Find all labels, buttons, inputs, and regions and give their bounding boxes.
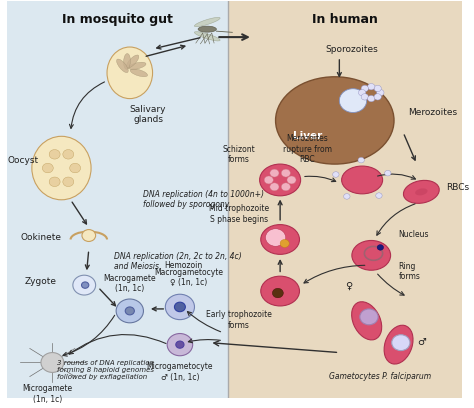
Text: Ookinete: Ookinete: [20, 233, 62, 242]
Ellipse shape: [384, 325, 413, 364]
Text: In human: In human: [312, 13, 378, 26]
Text: Oocyst: Oocyst: [8, 155, 39, 164]
Text: Sporozoites: Sporozoites: [326, 44, 378, 53]
Text: Macrogametocyte
♀ (1n, 1c): Macrogametocyte ♀ (1n, 1c): [155, 268, 224, 287]
Circle shape: [358, 157, 365, 163]
Ellipse shape: [32, 136, 91, 200]
Text: Gametocytes P. falciparum: Gametocytes P. falciparum: [329, 373, 431, 381]
Circle shape: [49, 177, 60, 186]
Circle shape: [368, 95, 375, 102]
Circle shape: [116, 299, 144, 323]
Text: Early trophozoite
forms: Early trophozoite forms: [206, 310, 272, 330]
Text: Schizont
forms: Schizont forms: [223, 145, 255, 164]
Circle shape: [384, 171, 391, 176]
Circle shape: [377, 89, 384, 96]
FancyBboxPatch shape: [228, 1, 462, 398]
Ellipse shape: [415, 188, 428, 195]
Text: Merozoites: Merozoites: [408, 108, 457, 117]
Text: Microgamete
(1n, 1c): Microgamete (1n, 1c): [23, 384, 73, 404]
Circle shape: [63, 150, 74, 159]
Circle shape: [63, 177, 74, 186]
Ellipse shape: [194, 18, 220, 27]
Text: Merozoites
rupture from
RBC: Merozoites rupture from RBC: [283, 134, 332, 164]
Ellipse shape: [130, 69, 147, 77]
Ellipse shape: [260, 164, 301, 196]
Circle shape: [368, 84, 375, 90]
Circle shape: [361, 94, 368, 100]
Ellipse shape: [261, 276, 300, 306]
Text: ♂: ♂: [417, 337, 426, 347]
Ellipse shape: [275, 77, 394, 164]
Circle shape: [344, 194, 350, 199]
Circle shape: [377, 245, 383, 250]
Circle shape: [82, 282, 89, 288]
Circle shape: [273, 288, 283, 298]
Ellipse shape: [403, 180, 439, 203]
Text: In mosquito gut: In mosquito gut: [62, 13, 173, 26]
Text: Macrogamete
(1n, 1c): Macrogamete (1n, 1c): [103, 274, 156, 293]
Circle shape: [280, 239, 289, 247]
Circle shape: [281, 183, 291, 191]
Text: Hemozoin: Hemozoin: [164, 261, 203, 270]
Ellipse shape: [128, 62, 146, 69]
Text: 3 rounds of DNA replication
forming 8 haploid genomes
followed by exflagellation: 3 rounds of DNA replication forming 8 ha…: [57, 360, 154, 380]
Text: Ring
forms: Ring forms: [399, 262, 420, 281]
Text: ♀: ♀: [345, 281, 352, 291]
Ellipse shape: [117, 59, 128, 73]
Circle shape: [70, 163, 81, 173]
Text: DNA replication (4n to 1000n+)
followed by sporogony: DNA replication (4n to 1000n+) followed …: [144, 190, 264, 209]
Circle shape: [270, 169, 279, 177]
Ellipse shape: [194, 32, 220, 41]
Circle shape: [358, 89, 366, 96]
Text: DNA replication (2n, 2c to 2n, 4c)
and Meiosis: DNA replication (2n, 2c to 2n, 4c) and M…: [114, 252, 242, 271]
Text: Nucleus: Nucleus: [399, 231, 429, 239]
Text: Mid trophozoite
S phase begins: Mid trophozoite S phase begins: [209, 204, 269, 224]
Text: Salivary
glands: Salivary glands: [130, 104, 166, 124]
Circle shape: [287, 176, 296, 184]
Circle shape: [374, 94, 381, 100]
Circle shape: [174, 302, 185, 312]
Circle shape: [374, 85, 381, 92]
Circle shape: [270, 183, 279, 191]
Ellipse shape: [342, 166, 383, 194]
Text: Liver: Liver: [293, 131, 322, 141]
Circle shape: [73, 275, 96, 295]
Text: RBCs: RBCs: [447, 183, 470, 193]
Ellipse shape: [352, 240, 391, 270]
Circle shape: [360, 309, 378, 325]
Circle shape: [165, 294, 194, 319]
Ellipse shape: [352, 302, 382, 340]
Text: Zygote: Zygote: [25, 277, 57, 286]
Ellipse shape: [198, 26, 216, 32]
Circle shape: [49, 150, 60, 159]
Circle shape: [176, 341, 184, 348]
Circle shape: [281, 169, 291, 177]
Circle shape: [42, 163, 53, 173]
Circle shape: [41, 353, 64, 373]
FancyBboxPatch shape: [7, 1, 228, 398]
Ellipse shape: [127, 55, 139, 68]
Ellipse shape: [107, 47, 153, 99]
Circle shape: [264, 176, 273, 184]
Circle shape: [82, 230, 96, 242]
Ellipse shape: [124, 53, 130, 69]
Circle shape: [333, 172, 339, 177]
Ellipse shape: [261, 224, 300, 254]
Text: Microgametocyte
♂ (1n, 1c): Microgametocyte ♂ (1n, 1c): [146, 362, 213, 382]
Circle shape: [376, 193, 382, 198]
Circle shape: [361, 85, 368, 92]
Circle shape: [167, 333, 192, 356]
Circle shape: [392, 335, 410, 350]
Circle shape: [125, 307, 134, 315]
Circle shape: [265, 229, 286, 246]
Circle shape: [339, 89, 367, 113]
